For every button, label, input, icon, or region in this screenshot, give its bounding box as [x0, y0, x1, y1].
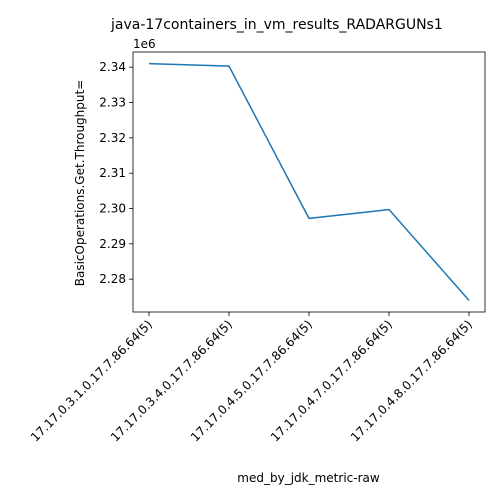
y-tick-label: 2.31: [99, 166, 126, 180]
y-tick-label: 2.30: [99, 201, 126, 215]
x-axis-label: med_by_jdk_metric-raw: [237, 471, 380, 485]
chart-title: java-17containers_in_vm_results_RADARGUN…: [110, 17, 443, 33]
y-tick-label: 2.28: [99, 272, 126, 286]
y-axis-offset-label: 1e6: [133, 37, 156, 51]
y-tick-label: 2.34: [99, 60, 126, 74]
y-tick-label: 2.33: [99, 96, 126, 110]
series-line: [148, 62, 470, 301]
axes-frame: [132, 51, 486, 313]
data-point: [308, 217, 310, 219]
y-tick-label: 2.32: [99, 131, 126, 145]
y-axis-label: BasicOperations.Get.Throughput=: [73, 80, 87, 287]
y-tick-label: 2.29: [99, 237, 126, 251]
data-point: [468, 299, 470, 301]
data-point: [388, 209, 390, 211]
data-point: [228, 65, 230, 67]
data-point: [148, 63, 150, 65]
plot-area: 2.282.292.302.312.322.332.3417.17.0.3.1.…: [28, 51, 486, 444]
